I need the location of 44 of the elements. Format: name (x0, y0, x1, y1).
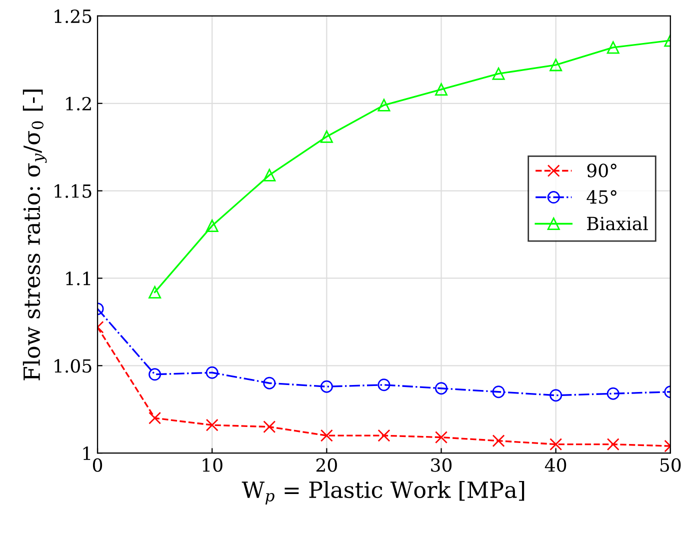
y-tick-label: 1.2 (66, 96, 91, 111)
point (435, 83, 448, 96)
point (378, 429, 390, 442)
x-tick-label: 40 (544, 458, 566, 472)
y-axis-title: Flow stress ratio: σ$_{y}$/σ$_{0}$ [-] (22, 90, 47, 380)
point (435, 431, 448, 444)
y-tick-label: 1 (83, 446, 90, 460)
y-tick-label: 1.1 (66, 272, 90, 286)
x-tick-label: 30 (431, 458, 452, 472)
point (320, 380, 333, 393)
x-axis-title: W$_{p}$ = Plastic Work [MPa] (242, 480, 524, 505)
x-tick-label: 50 (660, 458, 681, 472)
point (148, 412, 162, 424)
legend-label: 90° (587, 164, 616, 178)
point (550, 389, 562, 402)
y-tick-label: 1.15 (54, 184, 92, 198)
point (263, 168, 276, 182)
point (320, 130, 333, 143)
point (606, 41, 620, 54)
y-tick-label: 1.05 (54, 359, 92, 373)
point (378, 378, 390, 392)
point (606, 387, 620, 400)
point (206, 220, 218, 232)
point (606, 438, 620, 451)
x-tick-label: 10 (202, 458, 222, 472)
point (492, 434, 505, 448)
point (263, 420, 276, 434)
point (320, 429, 333, 442)
point (206, 418, 218, 432)
x-tick-label: 20 (316, 458, 337, 472)
legend-label: 45° (586, 190, 616, 204)
point (148, 286, 162, 298)
point (148, 368, 162, 381)
x-tick-label: 0 (92, 458, 102, 472)
y-tick-label: 1.25 (54, 9, 92, 24)
legend-label: Biaxial (587, 216, 648, 230)
point (206, 366, 218, 379)
point (550, 438, 562, 451)
point (550, 58, 562, 72)
point (378, 98, 390, 112)
point (492, 67, 505, 80)
point (263, 376, 276, 390)
point (435, 382, 448, 395)
point (492, 386, 505, 398)
